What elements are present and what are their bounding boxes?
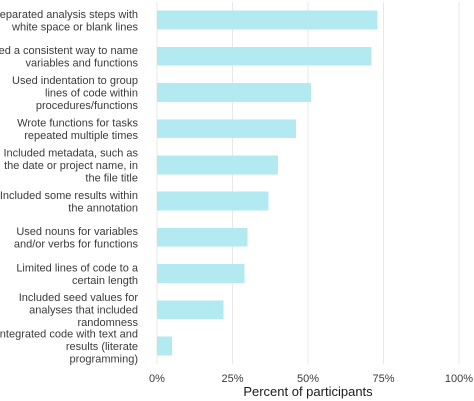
bar [157,155,278,175]
x-tick-label: 25% [221,373,243,385]
x-tick-label-layer: 0% 25% 50% 75% 100% [149,373,473,385]
category-label: Used indentation to group lines of code w… [12,75,138,112]
category-label: Limited lines of code to a certain length [16,262,139,287]
x-tick-label: 100% [445,373,473,385]
category-label: Separated analysis steps with white space… [0,9,138,33]
x-axis-title: Percent of participants [243,384,373,399]
category-label: Wrote functions for tasks repeated multip… [17,117,138,142]
x-tick-label: 50% [297,373,319,385]
x-tick-label: 75% [372,373,394,385]
bar [157,83,312,102]
bar [157,46,372,66]
category-label: Integrated code with text and results (li… [0,328,138,365]
category-label: Included metadata, such as the date or pr… [3,147,138,184]
bar [157,264,245,283]
category-label: Used nouns for variables and/or verbs for… [14,226,139,251]
category-label: Included some results within the annotati… [0,190,138,215]
bar [157,300,224,320]
category-label: Used a consistent way to name variables a… [0,45,138,70]
bar [157,119,296,139]
category-label: Included seed values for analyses that in… [19,292,139,329]
bar-layer [157,10,378,356]
bar [157,10,378,30]
category-label-layer: Separated analysis steps with white space… [0,9,139,366]
bar [157,191,269,211]
bar [157,336,173,356]
x-tick-label: 0% [149,373,165,385]
bar [157,227,248,247]
